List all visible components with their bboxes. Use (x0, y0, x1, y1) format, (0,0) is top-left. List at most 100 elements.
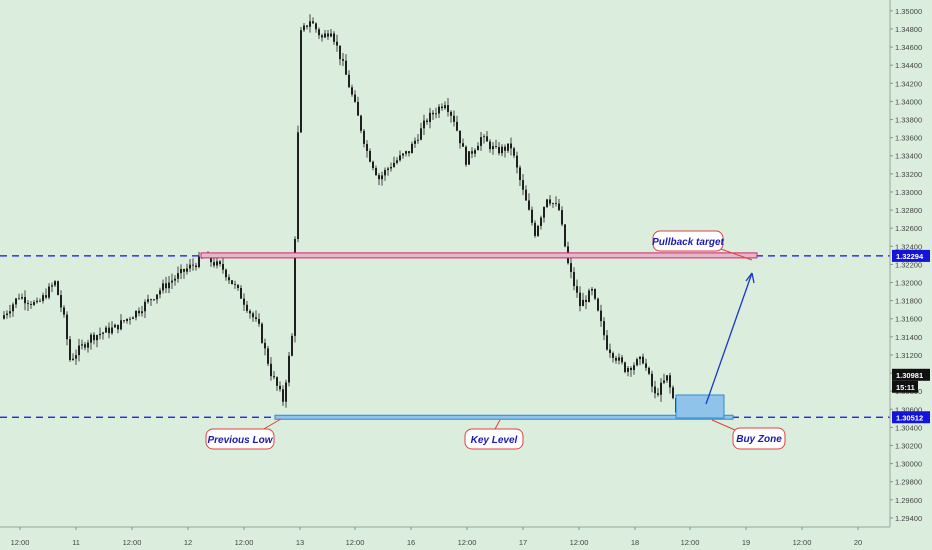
candle-body (591, 288, 593, 291)
candle-body (507, 143, 509, 151)
annotations-layer: Pullback target Previous Low Key Level B… (205, 230, 786, 450)
candle-body (129, 318, 131, 320)
candle-body (306, 25, 308, 27)
candle-body (420, 128, 422, 140)
candle-body (285, 382, 287, 402)
candle-body (312, 21, 314, 24)
candle-body (30, 304, 32, 305)
candle-body (612, 352, 614, 358)
candle-body (495, 146, 497, 147)
candle-body (198, 256, 200, 268)
candle-body (492, 146, 494, 150)
key-level-callout (464, 428, 524, 450)
candle-body (255, 317, 257, 320)
candle-body (3, 315, 5, 319)
candle-body (630, 367, 632, 371)
candle-body (213, 262, 215, 266)
key-level-price-badge-text: 1.30512 (896, 413, 923, 422)
candle-body (6, 313, 8, 316)
candle-body (63, 307, 65, 315)
candle-body (636, 359, 638, 366)
candle-body (369, 150, 371, 162)
price-tick-label: 1.33600 (895, 134, 922, 143)
candle-body (99, 333, 101, 336)
candle-body (21, 297, 23, 299)
candle-body (510, 143, 512, 149)
time-tick-label: 12:00 (570, 538, 589, 547)
price-tick-label: 1.30200 (895, 442, 922, 451)
time-tick-label: 12:00 (681, 538, 700, 547)
candle-body (18, 298, 20, 300)
candle-body (402, 153, 404, 156)
candle-body (39, 300, 41, 302)
candle-body (609, 349, 611, 353)
candle-body (423, 120, 425, 129)
candle-body (489, 141, 491, 150)
candle-body (555, 203, 557, 204)
candle-body (429, 112, 431, 122)
candle-body (177, 273, 179, 279)
candle-body (642, 356, 644, 364)
candle-body (390, 167, 392, 169)
price-tick-label: 1.34000 (895, 97, 922, 106)
candle-body (15, 298, 17, 305)
candle-body (477, 145, 479, 151)
pullback-target-band[interactable] (200, 252, 758, 259)
candle-body (228, 277, 230, 281)
candle-body (219, 261, 221, 264)
candle-body (618, 357, 620, 361)
candle-body (243, 298, 245, 305)
candle-body (294, 238, 296, 336)
candle-body (240, 287, 242, 299)
previous-low-pointer (261, 418, 282, 431)
candle-body (231, 280, 233, 285)
price-tick-label: 1.32600 (895, 224, 922, 233)
time-tick-label: 17 (519, 538, 527, 547)
candle-body (372, 161, 374, 169)
candle-body (84, 344, 86, 348)
levels-layer (0, 252, 890, 420)
key-level-band[interactable] (274, 414, 734, 420)
candle-body (375, 168, 377, 176)
candle-body (153, 299, 155, 301)
candle-body (657, 393, 659, 395)
candle-body (66, 314, 68, 340)
candle-body (252, 313, 254, 318)
candle-body (36, 300, 38, 303)
candle-body (90, 334, 92, 343)
price-tick-label: 1.31400 (895, 333, 922, 342)
candle-body (660, 382, 662, 395)
projection-arrow[interactable] (705, 272, 753, 405)
candle-body (9, 311, 11, 314)
candle-body (471, 151, 473, 154)
price-tick-label: 1.33800 (895, 116, 922, 125)
key-level-price-badge (892, 411, 930, 424)
candle-body (147, 299, 149, 302)
candle-body (378, 175, 380, 180)
candle-body (12, 304, 14, 312)
candle-body (564, 224, 566, 247)
candle-body (621, 357, 623, 363)
candle-body (624, 362, 626, 372)
price-tick-label: 1.29800 (895, 478, 922, 487)
candle-body (105, 327, 107, 333)
candle-body (399, 155, 401, 161)
candle-body (519, 167, 521, 181)
candle-body (468, 151, 470, 165)
candle-body (162, 283, 164, 291)
buy-zone-box[interactable] (675, 394, 725, 419)
current-price-badge (892, 368, 930, 381)
candle-body (351, 87, 353, 95)
candle-body (588, 290, 590, 303)
time-tick-label: 18 (631, 538, 639, 547)
candle-body (330, 33, 332, 37)
candle-body (525, 189, 527, 201)
candle-body (393, 162, 395, 168)
candle-body (627, 367, 629, 372)
price-tick-label: 1.31600 (895, 315, 922, 324)
candle-body (633, 365, 635, 371)
candle-body (189, 264, 191, 269)
